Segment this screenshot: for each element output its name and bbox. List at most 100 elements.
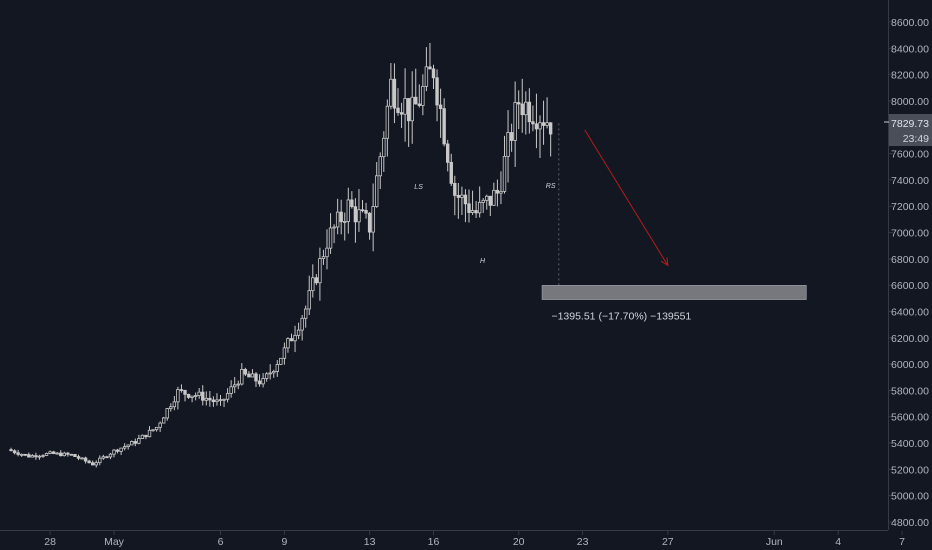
candle-body xyxy=(119,447,123,452)
candle-body xyxy=(23,453,27,456)
candle-body xyxy=(112,449,116,455)
candle-body xyxy=(364,210,368,214)
time-axis[interactable]: 28 May 6 9 13 16 20 23 27 Jun 4 7 xyxy=(0,530,905,549)
candle-body xyxy=(83,457,88,462)
last-price-label: 7829.73 23:49 xyxy=(884,114,932,146)
candle-body xyxy=(485,195,489,201)
candle-body xyxy=(524,101,528,116)
drawings-layer[interactable]: LS H RS −1395.51 (−17.70%) −139551 xyxy=(414,123,807,323)
candle-body xyxy=(161,417,166,424)
candle-body xyxy=(403,98,407,115)
last-price-value: 7829.73 xyxy=(891,118,929,130)
candle-body xyxy=(169,406,173,409)
candle-body xyxy=(158,422,162,428)
candle-body xyxy=(502,155,507,192)
candle-body xyxy=(442,108,446,145)
candle-body xyxy=(332,226,336,229)
candle-body xyxy=(389,78,393,107)
candle-body xyxy=(19,453,24,456)
pattern-label[interactable]: RS xyxy=(546,183,556,190)
candle-body xyxy=(339,211,343,223)
candle-body xyxy=(165,408,169,419)
candle-body xyxy=(488,195,492,206)
candle-body xyxy=(541,122,546,126)
price-tick-label: 7200.00 xyxy=(891,201,929,213)
candle-body xyxy=(254,373,258,382)
candle-body xyxy=(51,451,56,455)
candle-body xyxy=(410,96,414,122)
candle-body xyxy=(382,137,386,158)
candle-body xyxy=(37,455,42,458)
candle-body xyxy=(548,122,553,135)
candle-body xyxy=(215,399,219,403)
candle-body xyxy=(197,391,201,396)
candle-body xyxy=(108,453,113,458)
time-tick-label: 23 xyxy=(577,536,589,548)
candle-body xyxy=(424,66,429,87)
candle-body xyxy=(474,210,478,214)
candle-body xyxy=(360,209,365,212)
candle-body xyxy=(470,210,475,213)
candle-body xyxy=(94,462,98,466)
candle-body xyxy=(115,449,120,452)
candle-body xyxy=(268,372,272,375)
candle-body xyxy=(66,452,70,455)
candle-body xyxy=(399,112,404,115)
candle-body xyxy=(343,221,347,223)
candle-body xyxy=(101,456,106,459)
measure-box[interactable] xyxy=(541,285,807,300)
candle-body xyxy=(456,195,461,198)
price-tick-label: 5600.00 xyxy=(891,412,929,424)
candle-body xyxy=(27,454,31,458)
candle-body xyxy=(453,182,457,196)
candle-body xyxy=(140,434,145,439)
price-tick-label: 7400.00 xyxy=(891,175,929,187)
candle-body xyxy=(201,391,205,401)
candle-body xyxy=(311,277,315,292)
time-tick-label: 13 xyxy=(364,536,376,548)
time-tick-label: 27 xyxy=(662,536,674,548)
trend-arrow-line[interactable] xyxy=(584,129,669,266)
candle-body xyxy=(307,290,311,310)
candle-body xyxy=(34,455,38,458)
candle-body xyxy=(30,455,35,458)
candle-body xyxy=(534,123,539,130)
pattern-label[interactable]: LS xyxy=(414,184,423,191)
candle-body xyxy=(91,462,95,466)
price-tick-label: 5000.00 xyxy=(891,491,929,503)
price-tick-label: 8000.00 xyxy=(891,96,929,108)
candle-body xyxy=(126,444,130,447)
candle-body xyxy=(506,132,510,157)
candle-body xyxy=(41,455,45,457)
candle-body xyxy=(385,105,390,139)
candle-body xyxy=(211,399,216,403)
time-tick-label: 4 xyxy=(835,536,841,548)
candle-body xyxy=(392,78,397,109)
candle-body xyxy=(59,452,63,457)
candle-body xyxy=(406,98,411,122)
price-tick-label: 6800.00 xyxy=(891,254,929,266)
candle-body xyxy=(225,393,230,400)
candle-body xyxy=(193,395,198,397)
candle-body xyxy=(321,256,326,260)
pattern-label[interactable]: H xyxy=(480,258,486,265)
time-tick-label: 7 xyxy=(899,536,905,548)
candle-body xyxy=(445,143,450,163)
trend-arrow-head[interactable] xyxy=(660,257,669,267)
candle-body xyxy=(133,441,137,444)
candle-body xyxy=(527,101,532,123)
candle-body xyxy=(279,357,283,365)
candle-body xyxy=(417,103,421,106)
candle-body xyxy=(431,68,436,79)
candle-body xyxy=(378,156,382,177)
candle-body xyxy=(492,189,496,206)
candle-body xyxy=(222,398,226,401)
candle-body xyxy=(449,161,453,184)
time-tick-label: 6 xyxy=(218,536,224,548)
candle-body xyxy=(374,175,379,207)
candle-body xyxy=(240,369,244,385)
candle-body xyxy=(517,102,521,105)
candle-body xyxy=(396,107,400,113)
candle-body xyxy=(154,426,159,431)
